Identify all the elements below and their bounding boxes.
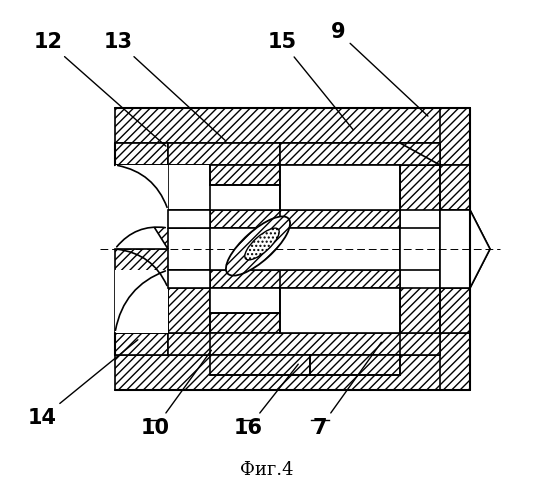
Text: 14: 14 <box>27 340 138 428</box>
Polygon shape <box>115 288 168 333</box>
Text: Фиг.4: Фиг.4 <box>240 461 294 479</box>
Text: 10: 10 <box>141 350 211 438</box>
Polygon shape <box>115 165 210 249</box>
Polygon shape <box>280 143 400 165</box>
Polygon shape <box>115 333 168 355</box>
Polygon shape <box>310 355 400 375</box>
Polygon shape <box>280 288 400 333</box>
Polygon shape <box>210 210 400 228</box>
Polygon shape <box>400 228 440 270</box>
Polygon shape <box>115 249 210 333</box>
Ellipse shape <box>226 217 290 275</box>
Polygon shape <box>115 165 168 210</box>
Polygon shape <box>400 288 440 333</box>
Polygon shape <box>210 185 280 210</box>
Polygon shape <box>440 165 470 210</box>
Polygon shape <box>210 165 280 185</box>
Polygon shape <box>280 165 400 210</box>
Text: 7: 7 <box>313 342 381 438</box>
Polygon shape <box>115 143 168 165</box>
Polygon shape <box>400 165 440 210</box>
Polygon shape <box>210 270 400 288</box>
Text: 9: 9 <box>331 22 428 116</box>
Polygon shape <box>168 165 210 228</box>
Polygon shape <box>210 355 310 375</box>
Polygon shape <box>280 270 400 288</box>
Polygon shape <box>210 228 400 270</box>
Polygon shape <box>280 210 400 228</box>
Polygon shape <box>440 210 490 288</box>
Polygon shape <box>350 143 440 165</box>
Text: 16: 16 <box>233 364 299 438</box>
Text: 13: 13 <box>103 32 226 141</box>
Polygon shape <box>168 270 210 288</box>
Polygon shape <box>115 355 470 390</box>
Text: 15: 15 <box>268 32 353 130</box>
Polygon shape <box>440 288 470 333</box>
Polygon shape <box>115 108 470 143</box>
Polygon shape <box>210 288 280 313</box>
Polygon shape <box>440 210 490 288</box>
Text: 12: 12 <box>34 32 166 146</box>
Polygon shape <box>280 143 440 165</box>
Polygon shape <box>168 143 440 165</box>
Polygon shape <box>210 333 400 355</box>
Polygon shape <box>210 313 280 333</box>
Polygon shape <box>115 270 168 288</box>
Polygon shape <box>168 270 210 333</box>
Polygon shape <box>115 210 168 228</box>
Polygon shape <box>168 333 440 355</box>
Ellipse shape <box>245 228 279 260</box>
Polygon shape <box>440 333 470 390</box>
Polygon shape <box>440 108 470 165</box>
Polygon shape <box>168 165 210 210</box>
Polygon shape <box>168 210 210 228</box>
